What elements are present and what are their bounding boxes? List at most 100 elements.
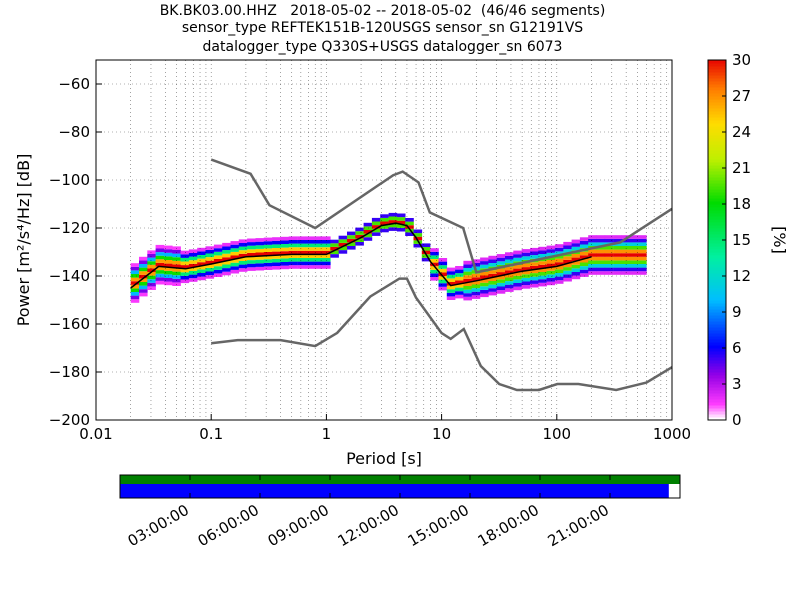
psd-cell	[613, 256, 622, 261]
psd-cell	[613, 271, 622, 275]
psd-cell	[438, 268, 448, 273]
psd-cell	[230, 266, 240, 270]
psd-cell	[255, 259, 265, 264]
psd-cell	[197, 269, 206, 273]
psd-cell	[554, 265, 564, 270]
psd-cell	[330, 254, 339, 258]
psd-cell	[180, 261, 190, 266]
psd-cell	[205, 271, 215, 276]
colorbar-segment	[708, 156, 726, 160]
colorbar-segment	[708, 87, 726, 91]
psd-cell	[480, 289, 489, 294]
time-tick-label: 12:00:00	[335, 501, 402, 550]
psd-cell	[463, 296, 472, 301]
psd-cell	[546, 245, 556, 250]
psd-cell	[505, 255, 514, 260]
psd-cell	[554, 280, 564, 284]
psd-cell	[571, 239, 581, 244]
psd-cell	[247, 238, 256, 243]
colorbar-tick-label: 6	[732, 339, 742, 357]
psd-cell	[396, 213, 406, 218]
colorbar-segment	[708, 81, 726, 85]
psd-cell	[455, 284, 464, 288]
psd-cell	[130, 270, 140, 274]
colorbar-tick-label: 21	[732, 159, 751, 177]
psd-cell	[164, 267, 173, 271]
psd-cell	[521, 285, 531, 289]
psd-cell	[471, 288, 481, 292]
psd-cell	[496, 257, 506, 262]
psd-cell	[380, 214, 389, 218]
colorbar-tick-label: 30	[732, 51, 751, 69]
psd-cell	[230, 262, 240, 267]
colorbar-segment	[708, 189, 726, 193]
psd-cell	[288, 258, 298, 262]
psd-cell	[238, 261, 248, 265]
psd-cell	[613, 246, 622, 250]
psd-cell	[213, 255, 223, 259]
psd-cell	[180, 272, 190, 276]
psd-cell	[563, 245, 572, 250]
psd-cell	[455, 276, 464, 281]
psd-cell	[480, 286, 489, 290]
psd-cell	[638, 264, 647, 268]
colorbar-segment	[708, 243, 726, 247]
y-tick-label: −80	[58, 123, 90, 141]
psd-cell	[139, 285, 148, 290]
psd-cell	[463, 275, 472, 279]
colorbar-segment	[708, 72, 726, 76]
psd-cell	[164, 281, 173, 286]
psd-cell	[263, 241, 273, 245]
colorbar-tick-label: 9	[732, 303, 742, 321]
psd-cell	[554, 258, 564, 263]
psd-cell	[438, 258, 448, 262]
y-tick-label: −160	[49, 315, 90, 333]
psd-cell	[596, 271, 606, 275]
psd-cell	[322, 236, 331, 240]
psd-cell	[471, 259, 481, 263]
colorbar-segment	[708, 165, 726, 169]
psd-cell	[488, 270, 497, 274]
psd-cell	[505, 281, 514, 285]
psd-cell	[629, 235, 639, 239]
psd-cell	[588, 267, 597, 272]
psd-cell	[621, 264, 631, 268]
psd-cell	[147, 282, 156, 287]
psd-cell	[505, 266, 514, 271]
psd-cell	[563, 277, 572, 282]
psd-cell	[638, 256, 647, 261]
colorbar-segment	[708, 294, 726, 298]
psd-cell	[513, 250, 522, 255]
psd-cell	[446, 296, 456, 300]
psd-cell	[480, 264, 489, 269]
psd-cell	[521, 263, 531, 268]
psd-cell	[471, 277, 481, 281]
y-tick-label: −180	[49, 363, 90, 381]
colorbar-segment	[708, 357, 726, 361]
colorbar-segment	[708, 126, 726, 130]
psd-cell	[530, 255, 539, 259]
psd-cell	[213, 248, 223, 252]
psd-cell	[288, 265, 298, 269]
psd-cell	[621, 235, 631, 239]
psd-cell	[471, 295, 481, 299]
psd-cell	[188, 267, 198, 271]
psd-cell	[530, 262, 539, 266]
psd-cell	[363, 233, 373, 238]
psd-cell	[480, 293, 489, 298]
colorbar-segment	[708, 138, 726, 142]
psd-cell	[255, 263, 265, 267]
psd-cell	[355, 227, 364, 232]
psd-cell	[322, 243, 331, 248]
colorbar-segment	[708, 372, 726, 376]
psd-cell	[638, 253, 647, 257]
psd-cell	[446, 274, 456, 279]
psd-cell	[496, 279, 506, 283]
colorbar-segment	[708, 390, 726, 394]
colorbar-segment	[708, 363, 726, 367]
psd-cell	[621, 242, 631, 246]
psd-cell	[388, 216, 398, 221]
colorbar-segment	[708, 285, 726, 289]
psd-cell	[238, 268, 248, 272]
psd-cell	[172, 268, 181, 272]
